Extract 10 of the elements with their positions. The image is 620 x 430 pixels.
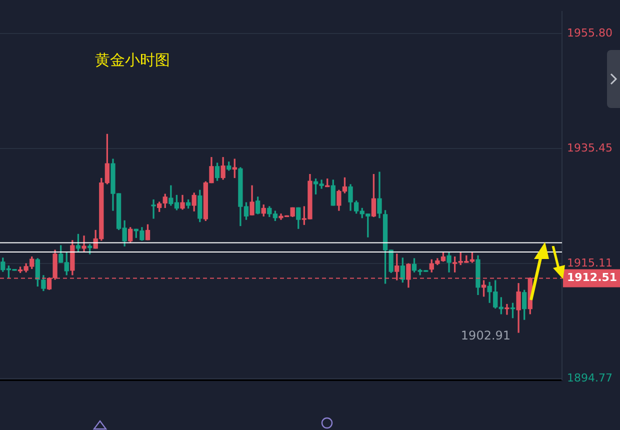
candlestick (151, 199, 156, 219)
candlestick (82, 236, 86, 252)
y-tick-label: 1955.80 (567, 26, 612, 40)
ref-line-label: 1912.51 (566, 271, 618, 284)
annotation: 1902.91 (460, 328, 511, 343)
y-tick-label: 1915.11 (567, 256, 612, 270)
text: 黄金小时图 (95, 51, 170, 70)
candlestick (504, 304, 510, 315)
y-tick-label: 1894.77 (567, 371, 612, 384)
y-tick-label: 1935.45 (567, 141, 612, 154)
